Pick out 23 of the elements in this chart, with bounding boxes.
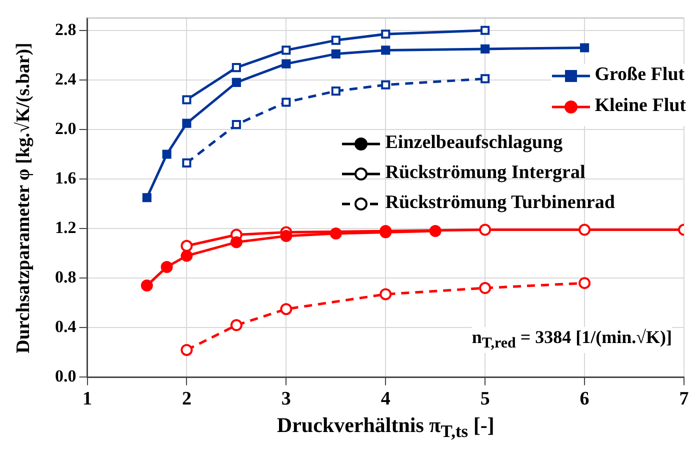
x-axis-title: Druckverhältnis π$_{T,ts}$ [-] bbox=[276, 413, 494, 442]
y-tick-label: 0.4 bbox=[55, 317, 77, 336]
x-tick-label: 7 bbox=[679, 388, 690, 410]
annotation: Rückströmung Turbinenrad bbox=[385, 192, 615, 213]
y-tick-label: 1.6 bbox=[55, 168, 76, 188]
x-tick-label: 2 bbox=[182, 388, 192, 410]
y-tick-label: 2.0 bbox=[55, 118, 76, 138]
y-tick-label: 0.8 bbox=[55, 268, 76, 286]
y-tick-label: 2.8 bbox=[55, 20, 76, 39]
x-tick-label: 6 bbox=[580, 388, 590, 410]
x-tick-label: 4 bbox=[380, 388, 391, 410]
annotation: Rückströmung Intergral bbox=[385, 162, 586, 183]
y-tick-label: 0.0 bbox=[55, 366, 76, 386]
x-tick-label: 3 bbox=[281, 388, 291, 410]
legend-label: Große Flut bbox=[594, 64, 685, 86]
annotation: n$_{T,red}$ = 3384 [1/(min.√K)] bbox=[472, 327, 672, 353]
x-tick-label: 5 bbox=[480, 388, 490, 410]
x-tick-label: 1 bbox=[82, 388, 92, 410]
y-axis-title: Durchsatzparameter φ [kg.√K/(s.bar)] bbox=[13, 42, 35, 353]
y-tick-label: 2.4 bbox=[55, 69, 77, 88]
annotation: Einzelbeaufschlagung bbox=[385, 132, 563, 153]
y-tick-label: 1.2 bbox=[55, 218, 76, 237]
legend-label: Kleine Flut bbox=[594, 95, 686, 116]
